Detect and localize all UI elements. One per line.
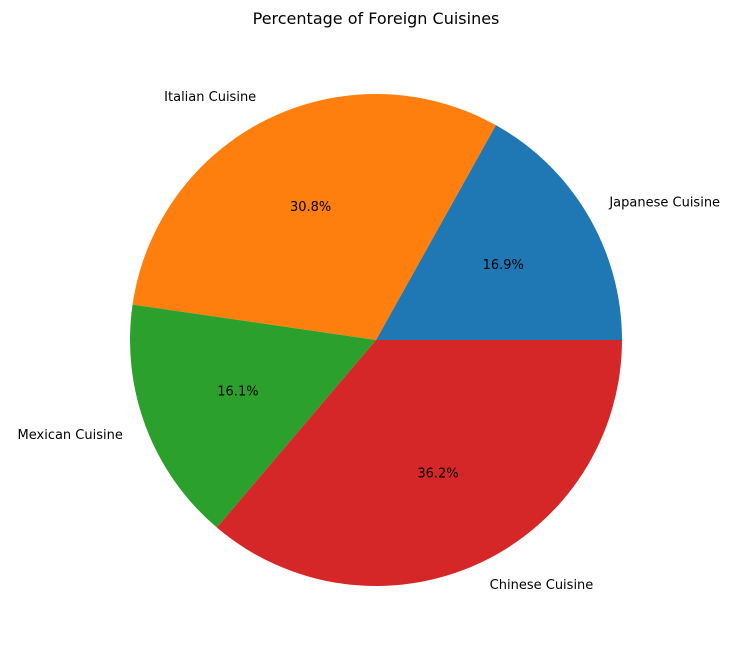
slice-percent-chinese-cuisine: 36.2%: [417, 466, 458, 481]
slice-label-japanese-cuisine: Japanese Cuisine: [608, 195, 720, 210]
slice-percent-mexican-cuisine: 16.1%: [217, 385, 258, 400]
pie-slice-italian-cuisine: [132, 94, 496, 341]
slice-percent-japanese-cuisine: 16.9%: [483, 258, 524, 273]
pie-slice-mexican-cuisine: [130, 304, 376, 528]
pie-slices: [130, 94, 623, 586]
slice-label-chinese-cuisine: Chinese Cuisine: [490, 578, 594, 593]
pie-slice-chinese-cuisine: [216, 340, 623, 586]
slice-percent-italian-cuisine: 30.8%: [290, 200, 331, 215]
slice-label-italian-cuisine: Italian Cuisine: [164, 90, 256, 105]
chart-title: Percentage of Foreign Cuisines: [253, 9, 500, 28]
pie-slice-japanese-cuisine: [376, 125, 622, 341]
pie-labels: Japanese Cuisine 16.9% Italian Cuisine 30.8…: [18, 90, 721, 593]
slice-label-mexican-cuisine: Mexican Cuisine: [18, 428, 123, 443]
